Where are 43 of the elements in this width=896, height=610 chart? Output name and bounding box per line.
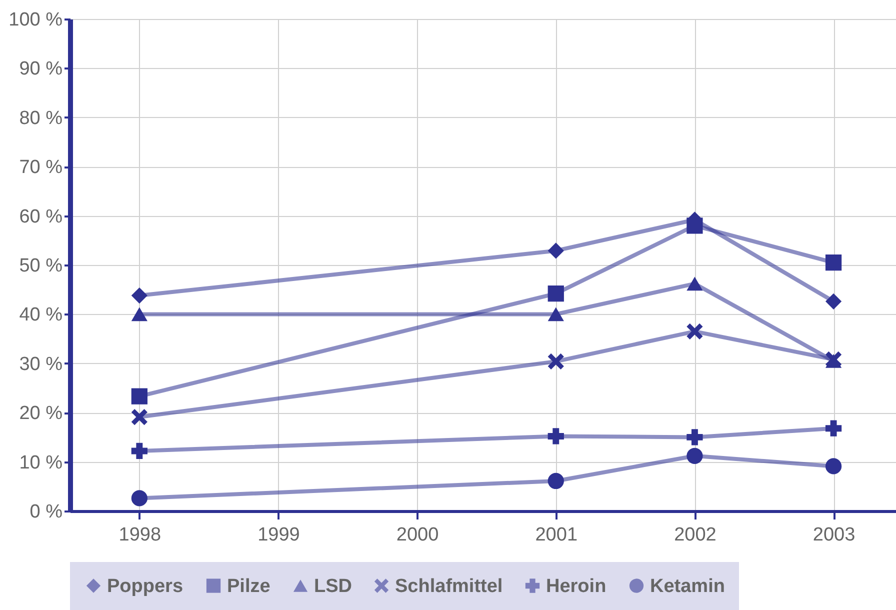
legend-label: Poppers [107,576,184,597]
y-tick-label: 50 % [19,256,63,276]
point [131,408,148,426]
y-tick-label: 70 % [19,157,63,178]
point [825,420,842,436]
y-tick-label: 30 % [19,354,63,375]
x-tick-label: 1999 [258,524,300,546]
x-tick-label: 2001 [535,524,578,546]
y-tick-label: 80 % [19,108,63,129]
point [131,388,148,404]
point [686,323,703,340]
point [131,490,148,506]
y-tick-label: 0 % [30,502,63,522]
x-tick-label: 2000 [396,524,439,546]
point [548,285,564,302]
legend-label: Heroin [546,576,606,597]
point [825,293,842,310]
point [548,242,564,259]
y-tick-label: 100 % [8,10,63,30]
y-tick-label: 40 % [19,304,63,326]
point [131,307,148,322]
legend-label: Ketamin [650,576,725,597]
point [686,448,703,464]
point [686,276,703,291]
point [825,458,842,474]
point [548,428,564,444]
legend-label: Schlafmittel [395,576,503,597]
point [825,254,842,271]
point [131,442,148,460]
y-tick-label: 10 % [19,452,63,474]
point [686,429,703,446]
x-tick-label: 1998 [118,524,162,546]
point [548,307,564,322]
legend-label: LSD [314,576,352,597]
point [131,287,148,304]
y-tick-label: 20 % [19,403,63,424]
point [548,472,564,490]
x-tick-label: 2003 [812,524,856,546]
point [548,353,564,370]
legend-label: Pilze [227,576,270,597]
y-tick-label: 60 % [19,206,63,228]
y-tick-label: 90 % [19,58,63,80]
x-tick-label: 2002 [674,524,716,546]
